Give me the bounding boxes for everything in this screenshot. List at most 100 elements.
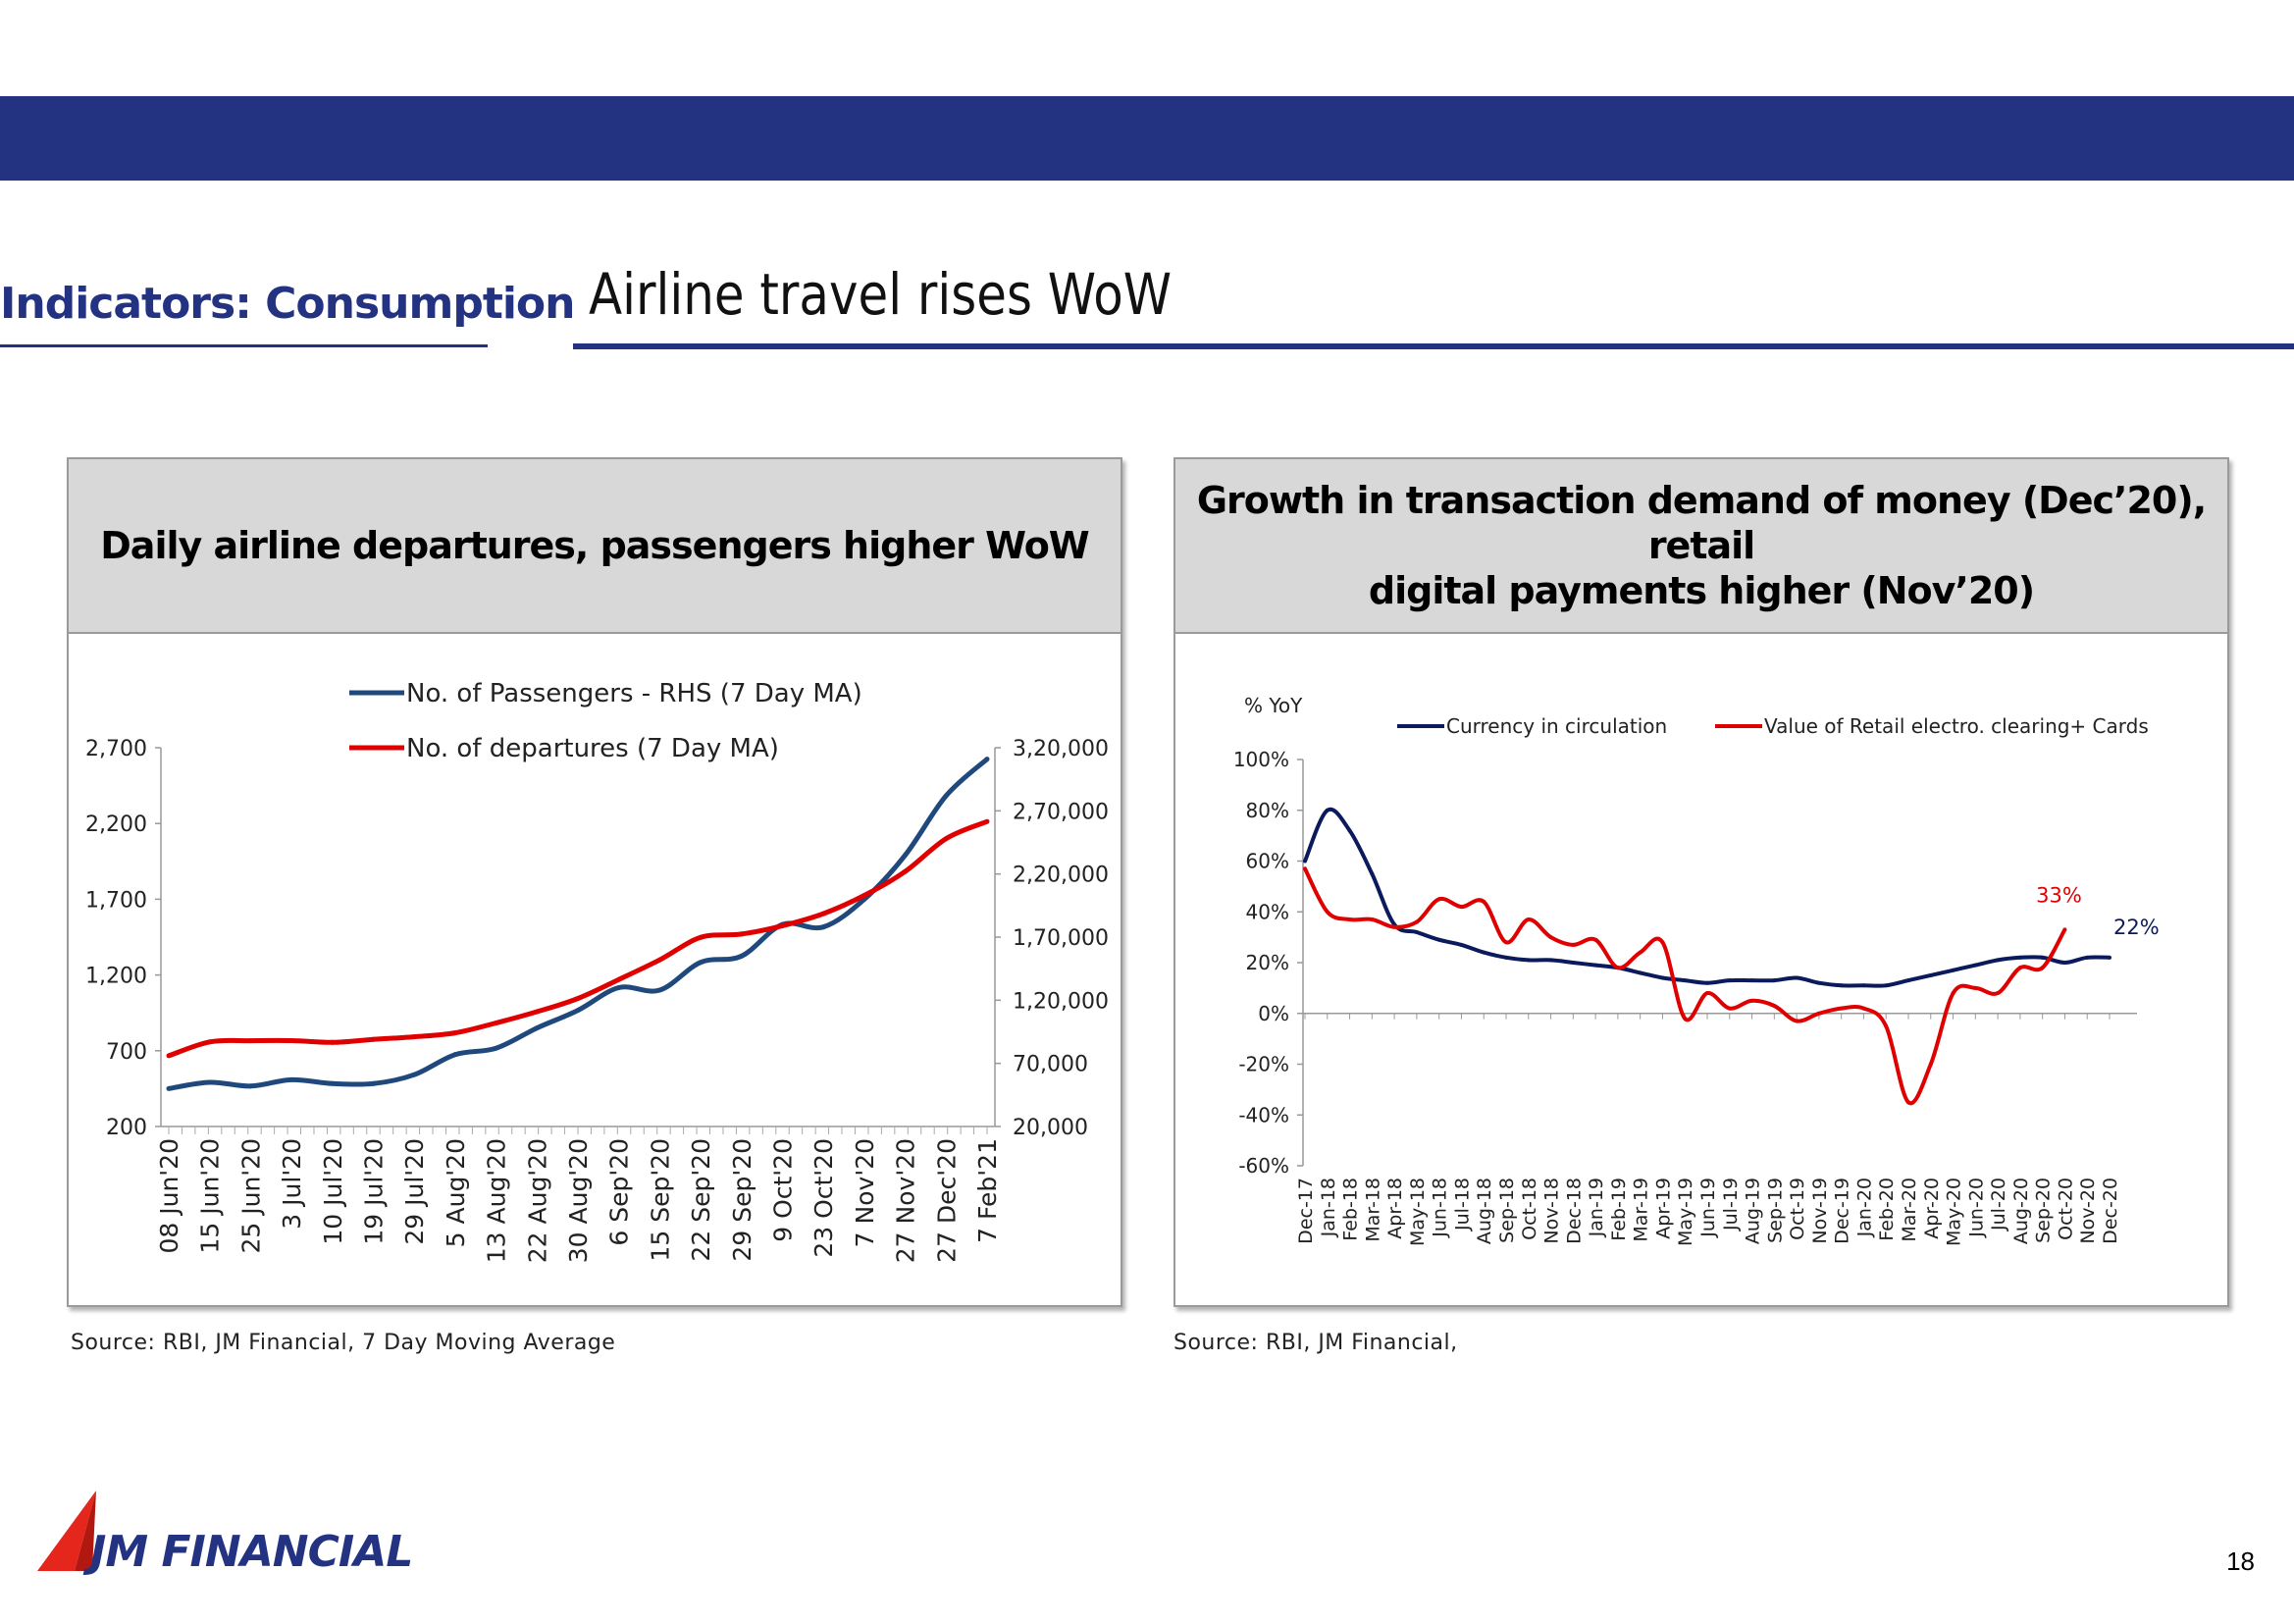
x-tick-label: 27 Nov'20 bbox=[892, 1138, 920, 1263]
x-tick-label: Jul-20 bbox=[1988, 1178, 2009, 1231]
data-point bbox=[1370, 917, 1375, 922]
page-number: 18 bbox=[2226, 1546, 2255, 1576]
data-point bbox=[1571, 942, 1576, 947]
x-tick-label: 25 Jun'20 bbox=[236, 1138, 265, 1254]
x-tick-label: Apr-19 bbox=[1652, 1178, 1674, 1239]
data-point bbox=[166, 1053, 172, 1059]
data-point bbox=[903, 852, 909, 858]
x-tick-label: May-18 bbox=[1407, 1178, 1429, 1246]
legend-label: No. of Passengers - RHS (7 Day MA) bbox=[406, 679, 862, 708]
data-point bbox=[1414, 929, 1419, 934]
data-point bbox=[1482, 950, 1486, 955]
right-tick-label: 1,70,000 bbox=[1013, 926, 1109, 951]
data-point bbox=[575, 996, 581, 1002]
data-point bbox=[371, 1080, 376, 1086]
section-underline bbox=[0, 344, 488, 347]
data-point bbox=[984, 757, 990, 762]
data-point bbox=[166, 1085, 172, 1091]
data-point bbox=[1459, 905, 1464, 910]
jm-financial-logo-icon bbox=[37, 1491, 96, 1571]
x-tick-label: Mar-19 bbox=[1631, 1178, 1652, 1242]
left-tick-label: 2,200 bbox=[85, 812, 147, 837]
data-point bbox=[1996, 991, 2001, 996]
brand-name: JM FINANCIAL bbox=[90, 1527, 413, 1577]
data-point bbox=[288, 1076, 294, 1082]
x-tick-label: Aug-20 bbox=[2010, 1178, 2032, 1244]
data-point bbox=[780, 922, 785, 928]
page-title: Airline travel rises WoW bbox=[589, 261, 1173, 328]
right-tick-label: 2,20,000 bbox=[1013, 864, 1109, 888]
legend-label: No. of departures (7 Day MA) bbox=[406, 734, 779, 763]
right-chart-heading-line2: digital payments higher (Nov’20) bbox=[1368, 569, 2035, 612]
data-point bbox=[1951, 968, 1955, 972]
data-point bbox=[1772, 1003, 1777, 1008]
data-point bbox=[1526, 958, 1531, 963]
data-point bbox=[1504, 940, 1508, 945]
data-point bbox=[1816, 1011, 1821, 1016]
data-point bbox=[1660, 940, 1665, 945]
money-payments-chart: % YoY 100% 80% 60% 40% 20% 0% -20% -40% -60% Dec-1… bbox=[1233, 694, 2160, 1246]
data-point bbox=[1795, 1019, 1799, 1023]
right-tick-label: 20,000 bbox=[1013, 1116, 1088, 1140]
data-point bbox=[1749, 998, 1754, 1003]
right-source: Source: RBI, JM Financial, bbox=[1173, 1331, 1458, 1355]
data-point bbox=[1683, 978, 1688, 983]
header-bar bbox=[0, 96, 2294, 181]
left-tick-label: 1,700 bbox=[85, 888, 147, 913]
data-point bbox=[2108, 955, 2112, 960]
series-line-departures bbox=[168, 818, 988, 1059]
right-tick-label: 3,20,000 bbox=[1013, 737, 1109, 761]
x-tick-label: Dec-17 bbox=[1295, 1178, 1317, 1244]
data-point bbox=[861, 893, 867, 899]
x-tick-label: Mar-18 bbox=[1362, 1178, 1383, 1242]
data-point bbox=[698, 960, 704, 966]
legend-label: Value of Retail electro. clearing+ Cards bbox=[1764, 714, 2149, 738]
data-point bbox=[371, 1036, 376, 1042]
data-point bbox=[1347, 828, 1352, 833]
data-point bbox=[1303, 866, 1307, 871]
data-point bbox=[1593, 963, 1598, 968]
x-tick-label: 6 Sep'20 bbox=[605, 1138, 634, 1246]
x-tick-label: Feb-19 bbox=[1608, 1178, 1630, 1241]
data-point bbox=[207, 1039, 213, 1045]
y-axis-title: % YoY bbox=[1244, 694, 1303, 717]
x-tick-label: Aug-18 bbox=[1474, 1178, 1495, 1244]
data-point bbox=[739, 953, 745, 959]
data-point bbox=[2062, 927, 2067, 932]
data-point bbox=[943, 793, 949, 799]
data-point bbox=[452, 1052, 458, 1058]
data-point bbox=[1660, 975, 1665, 980]
y-tick-label: 100% bbox=[1233, 748, 1289, 771]
x-tick-label: 19 Jul'20 bbox=[360, 1138, 389, 1245]
right-chart-heading-box: Growth in transaction demand of money (D… bbox=[1175, 459, 2227, 634]
data-point bbox=[1370, 871, 1375, 876]
x-tick-label: Apr-20 bbox=[1921, 1178, 1943, 1239]
data-point bbox=[1504, 955, 1508, 960]
y-tick-label: 80% bbox=[1246, 799, 1289, 822]
legend-label: Currency in circulation bbox=[1446, 714, 1667, 738]
data-point bbox=[207, 1079, 213, 1085]
right-tick-label: 70,000 bbox=[1013, 1053, 1088, 1077]
data-point bbox=[1749, 978, 1754, 983]
data-point bbox=[1705, 980, 1709, 985]
data-point bbox=[1928, 972, 1933, 977]
data-point bbox=[739, 931, 745, 937]
data-point bbox=[1548, 958, 1553, 963]
x-tick-label: Dec-18 bbox=[1563, 1178, 1585, 1244]
y-tick-label: -20% bbox=[1238, 1053, 1289, 1076]
annotation-currency-last: 22% bbox=[2113, 916, 2160, 939]
data-point bbox=[2040, 966, 2045, 970]
left-tick-label: 200 bbox=[106, 1116, 147, 1140]
data-point bbox=[1906, 1100, 1910, 1105]
data-point bbox=[943, 836, 949, 842]
y-tick-label: -40% bbox=[1238, 1103, 1289, 1126]
data-point bbox=[1571, 961, 1576, 965]
section-label: Indicators: Consumption bbox=[0, 279, 575, 329]
x-tick-label: Mar-20 bbox=[1899, 1178, 1920, 1242]
left-source: Source: RBI, JM Financial, 7 Day Moving … bbox=[71, 1331, 616, 1355]
y-tick-label: 60% bbox=[1246, 850, 1289, 873]
x-tick-label: Nov-19 bbox=[1809, 1178, 1831, 1244]
y-tick-label: 0% bbox=[1258, 1002, 1289, 1025]
series-line-retail-payments bbox=[1303, 867, 2067, 1106]
x-tick-label: Jan-18 bbox=[1318, 1178, 1339, 1237]
